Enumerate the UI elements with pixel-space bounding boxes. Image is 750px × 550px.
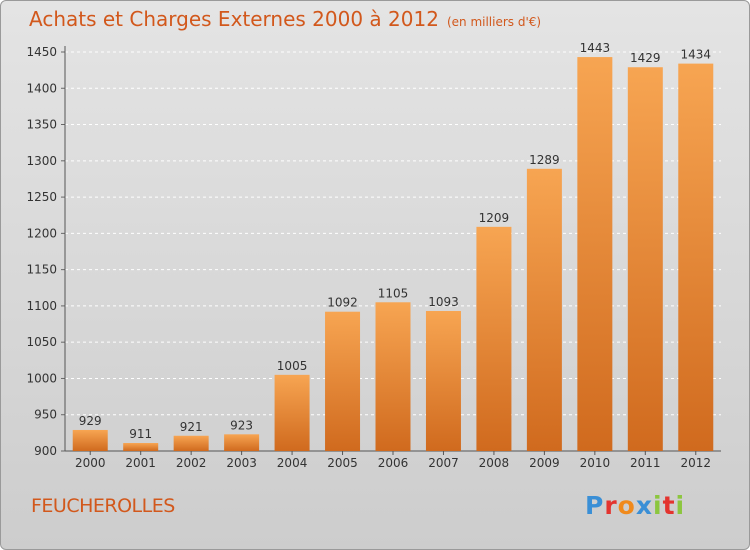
y-tick-label: 1350: [26, 118, 57, 132]
data-label: 929: [79, 414, 102, 428]
y-tick-label: 1250: [26, 190, 57, 204]
bar: [325, 311, 361, 451]
commune-name: FEUCHEROLLES: [31, 495, 175, 517]
chart-title-text: Achats et Charges Externes 2000 à 2012: [29, 7, 439, 31]
bar: [274, 374, 310, 451]
bar: [678, 63, 714, 452]
x-tick-label: 2000: [75, 456, 106, 470]
y-tick-label: 1300: [26, 154, 57, 168]
proxiti-logo: Proxiti: [585, 491, 685, 520]
data-label: 1093: [428, 295, 459, 309]
x-tick-label: 2001: [125, 456, 156, 470]
x-tick-label: 2011: [630, 456, 661, 470]
bar: [375, 302, 411, 451]
data-label: 1443: [580, 41, 611, 55]
bar: [72, 429, 108, 451]
x-tick-label: 2002: [176, 456, 207, 470]
data-label: 1005: [277, 359, 308, 373]
logo-letter: P: [585, 491, 605, 520]
data-label: 1434: [680, 48, 711, 62]
y-tick-label: 900: [34, 444, 57, 458]
bar: [627, 67, 663, 451]
data-label: 1289: [529, 153, 560, 167]
data-label: 1105: [378, 286, 409, 300]
logo-letter: i: [653, 491, 663, 520]
logo-letter: o: [617, 491, 636, 520]
data-label: 921: [180, 420, 203, 434]
bar: [173, 435, 209, 451]
y-tick-label: 1400: [26, 81, 57, 95]
logo-letter: t: [662, 491, 676, 520]
data-label: 1429: [630, 51, 661, 65]
bar: [577, 57, 613, 451]
data-label: 923: [230, 418, 253, 432]
x-tick-label: 2005: [327, 456, 358, 470]
x-tick-label: 2006: [378, 456, 409, 470]
bar: [123, 443, 159, 451]
bar: [425, 310, 461, 451]
data-label: 1092: [327, 296, 358, 310]
chart-title: Achats et Charges Externes 2000 à 2012 (e…: [29, 7, 541, 31]
x-tick-label: 2010: [580, 456, 611, 470]
x-tick-label: 2007: [428, 456, 459, 470]
bar: [476, 226, 512, 451]
x-tick-label: 2009: [529, 456, 560, 470]
y-tick-label: 950: [34, 408, 57, 422]
x-tick-label: 2003: [226, 456, 257, 470]
y-tick-label: 1000: [26, 371, 57, 385]
logo-letter: x: [635, 491, 653, 520]
y-tick-label: 1050: [26, 335, 57, 349]
x-tick-label: 2004: [277, 456, 308, 470]
logo-letter: i: [675, 491, 686, 520]
y-tick-label: 1150: [26, 263, 57, 277]
y-tick-label: 1450: [26, 45, 57, 59]
bar: [526, 168, 562, 451]
chart-unit: (en milliers d'€): [446, 15, 542, 29]
x-tick-label: 2008: [479, 456, 510, 470]
y-tick-label: 1100: [26, 299, 57, 313]
logo-letter: r: [604, 491, 618, 520]
data-label: 1209: [479, 211, 510, 225]
bar: [224, 434, 260, 451]
x-tick-label: 2012: [680, 456, 711, 470]
y-tick-label: 1200: [26, 226, 57, 240]
data-label: 911: [129, 427, 152, 441]
